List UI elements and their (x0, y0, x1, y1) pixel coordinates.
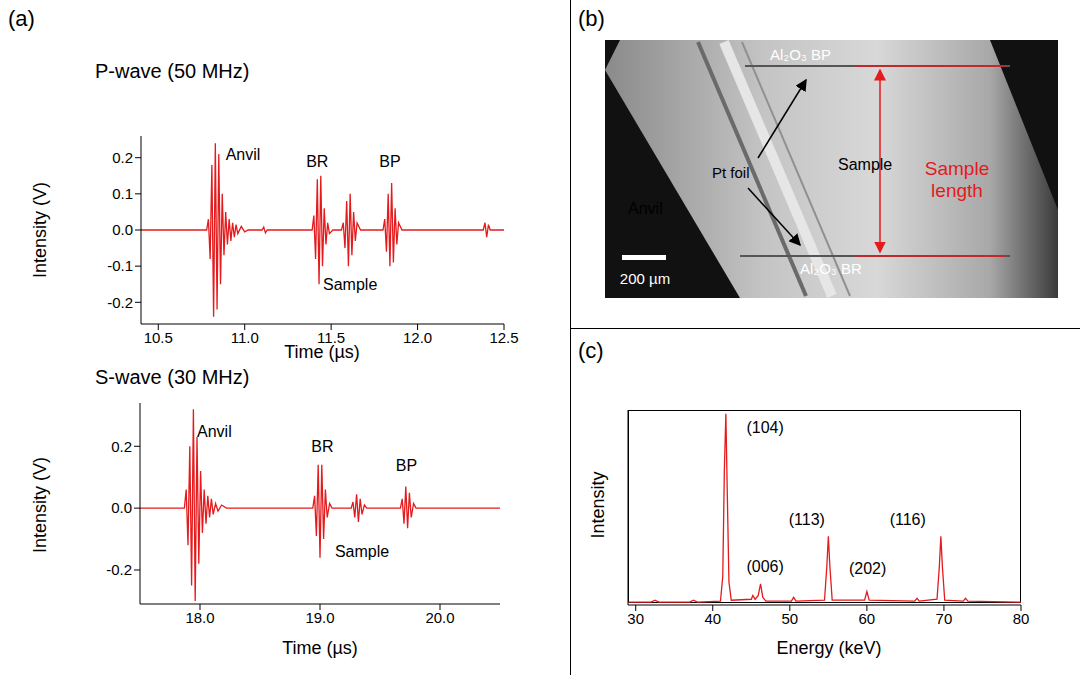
svg-text:-0.1: -0.1 (107, 257, 133, 274)
html-text:Intensity (V): Intensity (V) (29, 182, 50, 278)
svg-text:Samplelength: Samplelength (925, 158, 989, 201)
svg-text:0.2: 0.2 (111, 438, 132, 455)
html-text:(a): (a) (8, 6, 35, 31)
html-text:(c): (c) (578, 338, 604, 363)
svg-text:0.0: 0.0 (112, 221, 133, 238)
svg-text:Anvil: Anvil (628, 200, 663, 217)
html-text:Intensity: Intensity (587, 471, 608, 539)
svg-text:Al₂O₃ BP: Al₂O₃ BP (770, 46, 831, 63)
html-text:(b): (b) (578, 6, 605, 31)
svg-text:Sample: Sample (323, 276, 377, 293)
svg-text:BR: BR (311, 438, 333, 455)
svg-text:60: 60 (859, 610, 876, 627)
html-text:Time (µs): Time (µs) (284, 341, 360, 362)
svg-text:(104): (104) (746, 419, 783, 436)
svg-text:12.5: 12.5 (489, 329, 518, 346)
html-text:Time (µs): Time (µs) (282, 637, 358, 658)
svg-text:Anvil: Anvil (197, 423, 232, 440)
svg-text:BP: BP (379, 153, 400, 170)
svg-text:12.0: 12.0 (403, 329, 432, 346)
svg-text:Sample: Sample (838, 156, 892, 173)
svg-text:0.2: 0.2 (112, 149, 133, 166)
svg-text:0.0: 0.0 (111, 499, 132, 516)
svg-text:18.0: 18.0 (185, 609, 214, 626)
svg-text:(116): (116) (890, 511, 926, 528)
svg-text:70: 70 (936, 610, 953, 627)
svg-text:0.1: 0.1 (112, 185, 133, 202)
svg-text:200 µm: 200 µm (620, 270, 670, 287)
svg-text:(202): (202) (849, 560, 886, 577)
html-text:Energy (keV): Energy (keV) (776, 637, 882, 658)
svg-text:-0.2: -0.2 (107, 294, 133, 311)
svg-text:11.0: 11.0 (231, 329, 259, 346)
svg-text:Anvil: Anvil (226, 146, 261, 163)
html-text:S-wave (30 MHz): S-wave (30 MHz) (95, 366, 250, 388)
svg-text:20.0: 20.0 (425, 609, 454, 626)
svg-text:BP: BP (396, 457, 417, 474)
svg-text:Al₂O₃ BR: Al₂O₃ BR (800, 260, 862, 277)
svg-text:30: 30 (627, 610, 644, 627)
svg-text:40: 40 (704, 610, 721, 627)
svg-text:Pt foil: Pt foil (712, 164, 750, 181)
svg-text:Sample: Sample (335, 543, 389, 560)
svg-text:(113): (113) (789, 511, 825, 528)
html-text:Intensity (V): Intensity (V) (29, 457, 50, 553)
svg-text:11.5: 11.5 (317, 329, 345, 346)
svg-text:BR: BR (306, 153, 328, 170)
svg-text:50: 50 (781, 610, 798, 627)
svg-text:19.0: 19.0 (305, 609, 334, 626)
svg-text:-0.2: -0.2 (106, 561, 132, 578)
html-text:P-wave (50 MHz): P-wave (50 MHz) (95, 60, 250, 82)
svg-text:10.5: 10.5 (144, 329, 173, 346)
svg-text:80: 80 (1013, 610, 1030, 627)
svg-text:(006): (006) (746, 558, 783, 575)
